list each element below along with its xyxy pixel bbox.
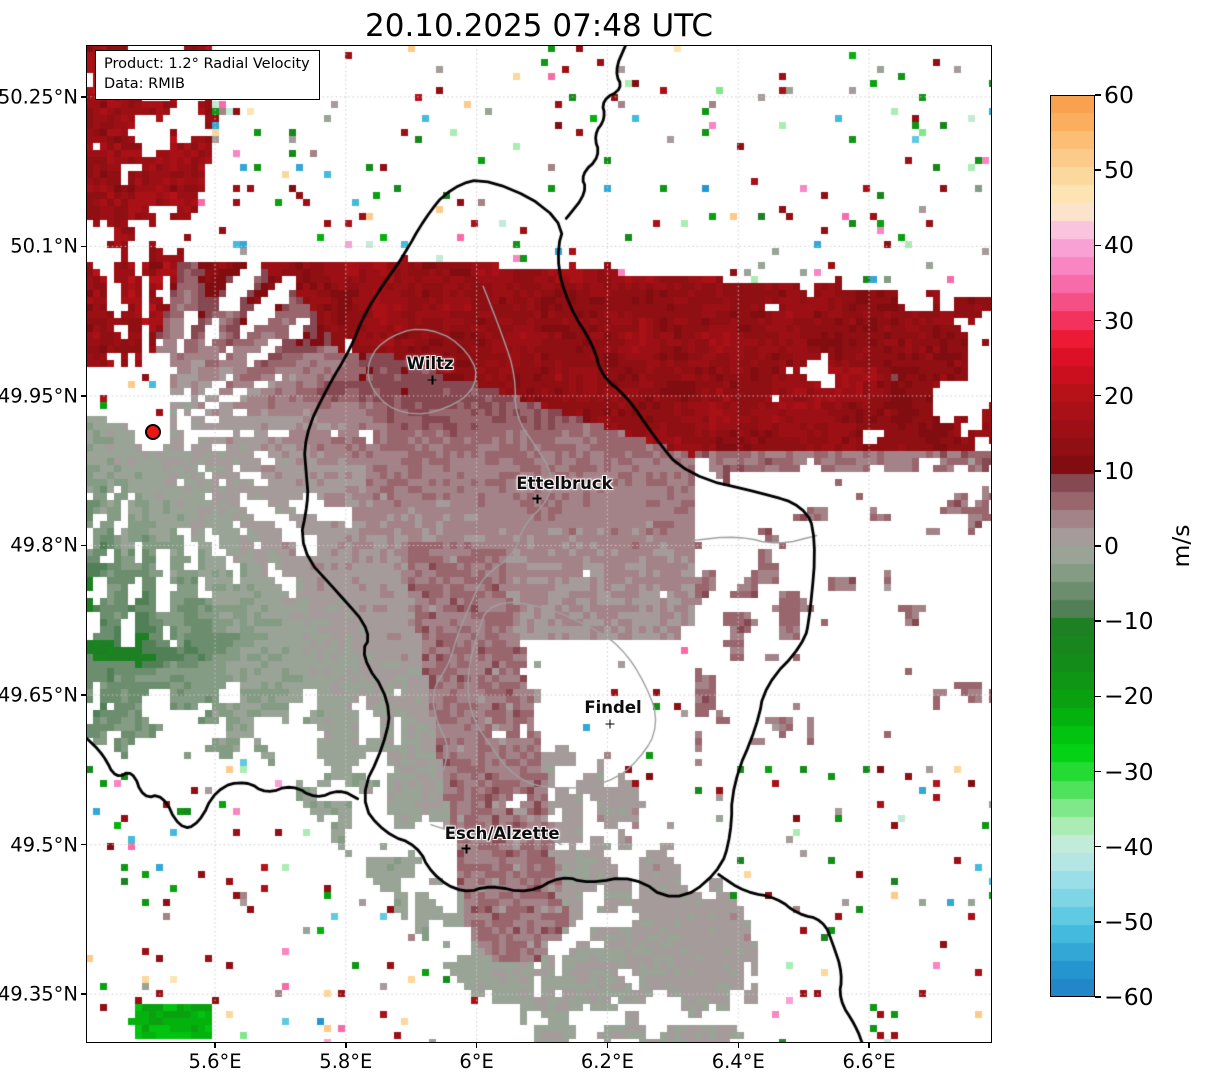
colorbar-tick-label: 20 [1104,381,1134,410]
lat-tick-label: 49.95°N [0,384,78,408]
plus-marker-icon [427,375,437,385]
lon-tick-mark [345,1043,347,1048]
colorbar-tick-mark [1095,921,1101,923]
colorbar-tick-mark [1095,695,1101,698]
lon-tick-mark [868,1043,870,1048]
lat-tick-mark [81,993,86,995]
colorbar-tick-label: −60 [1104,983,1154,1011]
colorbar-tick-mark [1095,94,1101,96]
colorbar-tick-label: 0 [1104,532,1119,560]
colorbar-tick-mark [1095,845,1101,848]
colorbar-tick-mark [1095,770,1101,773]
lat-tick-label: 49.65°N [0,683,78,707]
colorbar-tick-mark [1095,620,1101,622]
lon-tick-label: 6.6°E [842,1050,896,1073]
radar-location-marker [144,424,161,441]
lon-tick-mark [606,1043,609,1048]
colorbar-tick-mark [1095,319,1101,322]
lon-tick-label: 6.2°E [580,1050,634,1073]
lat-tick-mark [81,96,86,98]
lat-tick-mark [81,544,86,547]
lat-tick-mark [81,694,86,696]
plus-marker-vbar [536,494,539,504]
colorbar-tick-mark [1095,996,1101,998]
colorbar-tick-mark [1095,545,1101,547]
lat-tick-label: 49.5°N [10,833,78,857]
plot-title: 20.10.2025 07:48 UTC [365,8,713,44]
plus-marker-icon [461,844,471,854]
colorbar-tick-label: 60 [1104,81,1134,109]
colorbar-tick-label: −10 [1104,607,1154,636]
plus-marker-icon [532,494,542,504]
colorbar-gradient-canvas [1050,95,1095,997]
lon-tick-label: 6°E [459,1050,494,1073]
data-source-line: Data: RMIB [104,76,185,92]
city-label: Wiltz [406,353,454,373]
lat-tick-label: 49.35°N [0,982,78,1006]
lat-tick-label: 50.1°N [10,234,78,258]
colorbar-unit-label: m/s [1167,524,1195,568]
lon-tick-mark [475,1043,478,1048]
lat-tick-mark [81,843,86,846]
colorbar-tick-mark [1095,244,1101,247]
plus-marker-vbar [609,719,611,729]
plus-marker-vbar [465,844,468,854]
colorbar-tick-label: −30 [1104,757,1154,786]
lat-tick-mark [81,395,86,397]
city-label: Esch/Alzette [444,823,560,843]
colorbar-tick-label: 50 [1104,156,1134,185]
colorbar-tick-label: 10 [1104,456,1134,485]
lon-tick-label: 5.8°E [319,1050,373,1073]
radar-velocity-field-canvas [86,45,992,1043]
plus-marker-vbar [431,375,434,385]
colorbar-tick-label: −20 [1104,682,1154,711]
colorbar-tick-label: −50 [1104,907,1154,936]
colorbar-tick-label: 30 [1104,306,1134,335]
lat-tick-mark [81,245,86,248]
colorbar-tick-mark [1095,470,1101,472]
lat-tick-label: 50.25°N [0,85,78,109]
product-info-box: Product: 1.2° Radial Velocity Data: RMIB [95,50,320,100]
city-label: Ettelbruck [516,473,613,493]
colorbar-tick-mark [1095,169,1101,171]
lon-tick-mark [214,1043,216,1048]
colorbar-tick-label: −40 [1104,832,1154,861]
lat-tick-label: 49.8°N [10,533,78,557]
lon-tick-label: 5.6°E [188,1050,242,1073]
city-label: Findel [584,697,642,717]
colorbar-tick-label: 40 [1104,231,1134,260]
product-line: Product: 1.2° Radial Velocity [104,56,310,72]
lon-tick-mark [737,1043,739,1048]
colorbar-tick-mark [1095,394,1101,397]
plus-marker-icon [605,719,615,729]
lon-tick-label: 6.4°E [711,1050,765,1073]
